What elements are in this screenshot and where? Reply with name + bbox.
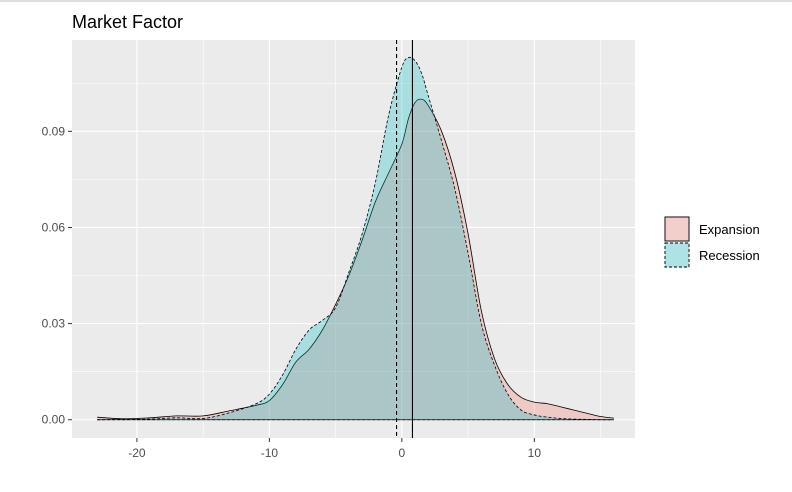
legend-label-recession: Recession: [699, 248, 760, 263]
legend-key-bg: [664, 242, 690, 268]
legend: Expansion Recession: [664, 216, 760, 268]
x-tick-label: -10: [261, 446, 279, 460]
axes: -20 -10 0 10 0.00 0.03 0.06 0.09: [42, 124, 542, 460]
y-tick-label: 0.03: [42, 317, 66, 331]
density-line-expansion: [97, 98, 614, 420]
chart-title: Market Factor: [72, 12, 183, 32]
density-line-recession: [97, 56, 614, 421]
y-tick-label: 0.09: [42, 124, 66, 138]
y-tick-label: 0.06: [42, 220, 66, 234]
x-tick-label: 0: [399, 446, 406, 460]
density-area-recession: [97, 57, 614, 420]
legend-label-expansion: Expansion: [699, 222, 760, 237]
legend-key-expansion: [664, 216, 690, 242]
x-tick-label: 10: [528, 446, 542, 460]
density-areas: [97, 56, 614, 421]
y-tick-label: 0.00: [42, 413, 66, 427]
mean-lines: [396, 40, 413, 438]
x-tick-label: -20: [128, 446, 146, 460]
legend-key-bg: [664, 216, 690, 242]
legend-key-recession: [664, 242, 690, 268]
